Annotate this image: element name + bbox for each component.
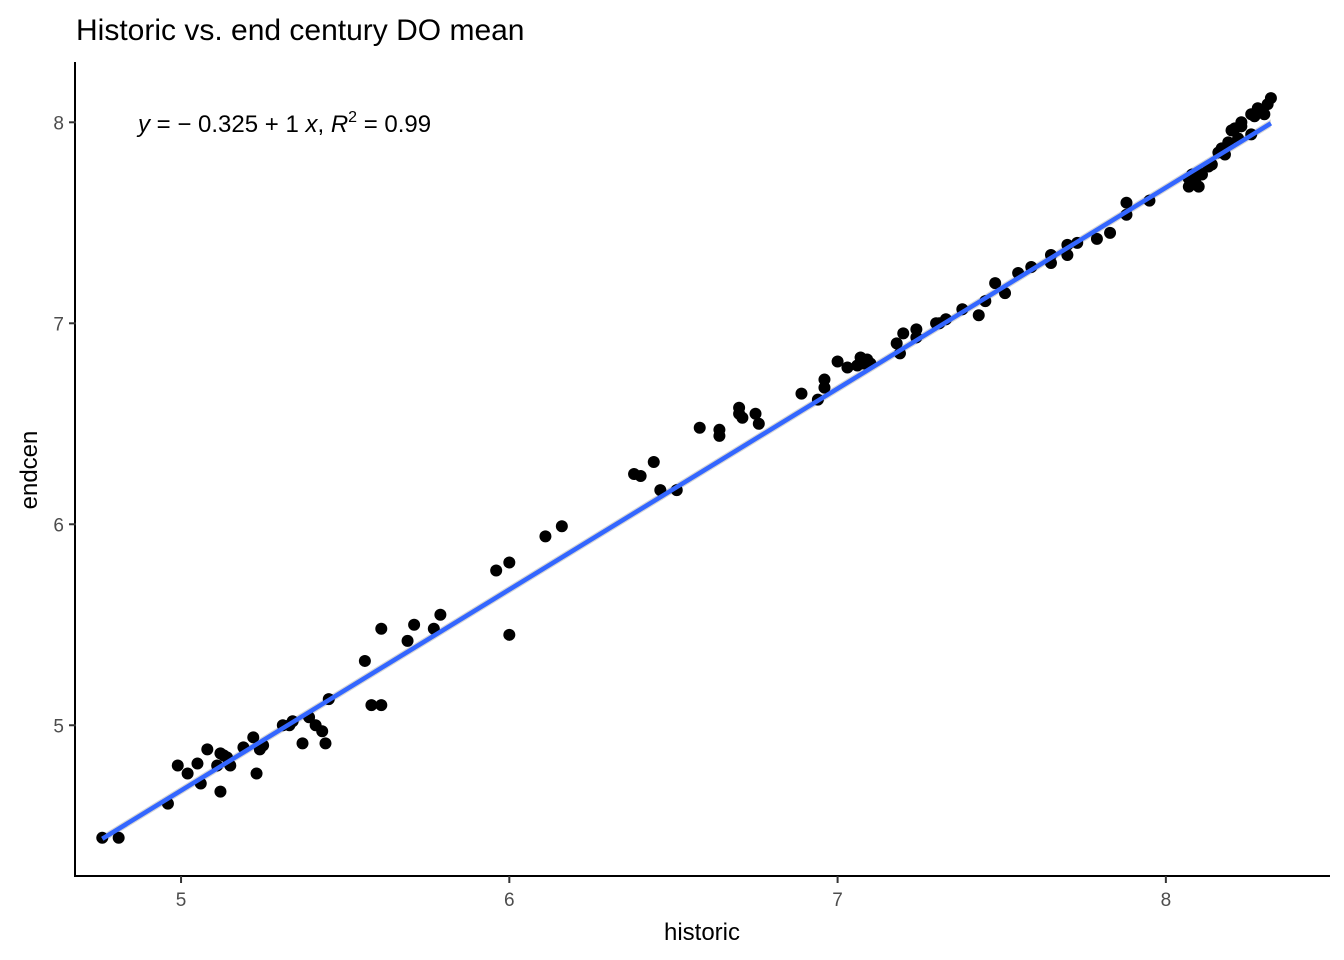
y-axis-ticks: 5 6 7 8	[53, 113, 76, 737]
data-point	[375, 622, 388, 635]
equation-y-variable: y	[136, 111, 152, 138]
data-point	[171, 759, 184, 772]
data-point	[841, 361, 854, 374]
x-tick-label: 7	[832, 890, 843, 911]
data-point	[972, 309, 985, 322]
y-tick-label: 6	[53, 515, 64, 536]
data-point	[831, 355, 844, 368]
data-point	[989, 277, 1002, 290]
data-point	[1192, 180, 1205, 193]
y-tick-label: 8	[53, 113, 64, 134]
data-point	[693, 421, 706, 434]
data-point	[1195, 168, 1208, 181]
data-point	[503, 628, 516, 641]
data-point	[319, 737, 332, 750]
data-point	[358, 654, 371, 667]
data-point	[250, 767, 263, 780]
data-point	[316, 725, 329, 738]
data-point	[365, 699, 378, 712]
x-axis-ticks: 5 6 7 8	[176, 876, 1171, 911]
data-point	[214, 785, 227, 798]
data-point	[375, 699, 388, 712]
data-point	[247, 731, 260, 744]
data-point	[647, 455, 660, 468]
data-point	[201, 743, 214, 756]
data-point	[890, 337, 903, 350]
y-axis-title: endcen	[16, 431, 43, 510]
plot-area	[96, 92, 1277, 844]
x-tick-label: 6	[504, 890, 515, 911]
equation-r-superscript: 2	[348, 109, 357, 126]
data-point	[490, 564, 503, 577]
data-point	[1264, 92, 1277, 105]
regression-line	[101, 121, 1273, 841]
x-tick-label: 5	[176, 890, 187, 911]
equation-x-variable: x	[304, 111, 318, 138]
data-point	[296, 737, 309, 750]
data-point	[818, 381, 831, 394]
data-point	[401, 634, 414, 647]
data-point	[749, 407, 762, 420]
data-point	[1104, 226, 1117, 239]
data-point	[191, 757, 204, 770]
equation-r-variable: R	[331, 111, 348, 138]
data-point	[1235, 116, 1248, 129]
data-point	[1090, 232, 1103, 245]
y-tick-label: 5	[53, 716, 64, 737]
data-point	[539, 530, 552, 543]
data-point	[910, 323, 923, 336]
data-point	[181, 767, 194, 780]
data-point	[434, 608, 447, 621]
regression-equation-label: y = − 0.325 + 1 x, R2 = 0.99	[136, 109, 431, 138]
data-point	[752, 417, 765, 430]
equation-coefficients: = − 0.325 + 1	[150, 111, 305, 138]
equation-separator: ,	[317, 111, 330, 138]
data-point	[1258, 108, 1271, 121]
data-point	[897, 327, 910, 340]
data-point	[112, 831, 125, 844]
x-tick-label: 8	[1161, 890, 1172, 911]
equation-r-value: = 0.99	[357, 111, 431, 138]
data-point	[634, 470, 647, 483]
data-point	[713, 429, 726, 442]
data-point	[736, 411, 749, 424]
data-point	[408, 618, 421, 631]
data-point	[795, 387, 808, 400]
x-axis-title: historic	[664, 919, 740, 946]
data-point	[1120, 196, 1133, 209]
data-point	[555, 520, 568, 533]
data-point	[503, 556, 516, 569]
y-tick-label: 7	[53, 314, 64, 335]
chart-title: Historic vs. end century DO mean	[76, 14, 525, 47]
